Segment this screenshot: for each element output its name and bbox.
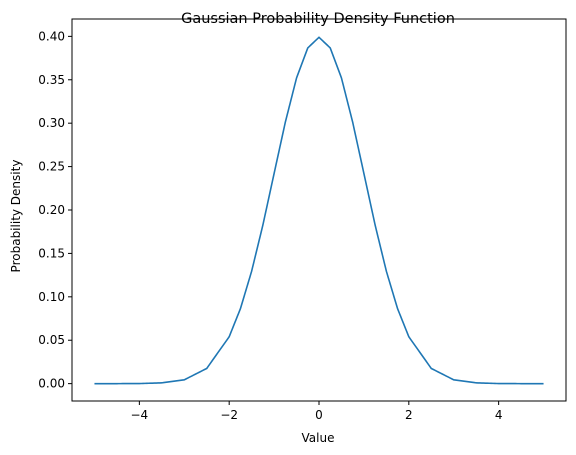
y-axis: 0.00 0.05 0.10 0.15 0.20 0.25 0.30 0.35 0.40 (38, 29, 72, 391)
y-axis-label: Probability Density (9, 160, 23, 273)
x-tick-label: 4 (495, 408, 503, 422)
y-tick-label: 0.00 (38, 377, 65, 391)
y-tick-label: 0.20 (38, 203, 65, 217)
y-tick-label: 0.30 (38, 116, 65, 130)
y-tick-label: 0.05 (38, 333, 65, 347)
y-tick-label: 0.15 (38, 246, 65, 260)
y-tick-label: 0.25 (38, 160, 65, 174)
x-axis-label: Value (302, 431, 335, 445)
plot-frame (71, 18, 567, 402)
y-tick-label: 0.10 (38, 290, 65, 304)
x-tick-label: −4 (131, 408, 149, 422)
y-tick-label: 0.35 (38, 73, 65, 87)
x-tick-label: 0 (315, 408, 323, 422)
x-tick-label: −2 (220, 408, 238, 422)
series-line (94, 36, 544, 385)
x-axis: −4 −2 0 2 4 (131, 401, 503, 422)
x-tick-label: 2 (405, 408, 413, 422)
y-tick-label: 0.40 (38, 29, 65, 43)
